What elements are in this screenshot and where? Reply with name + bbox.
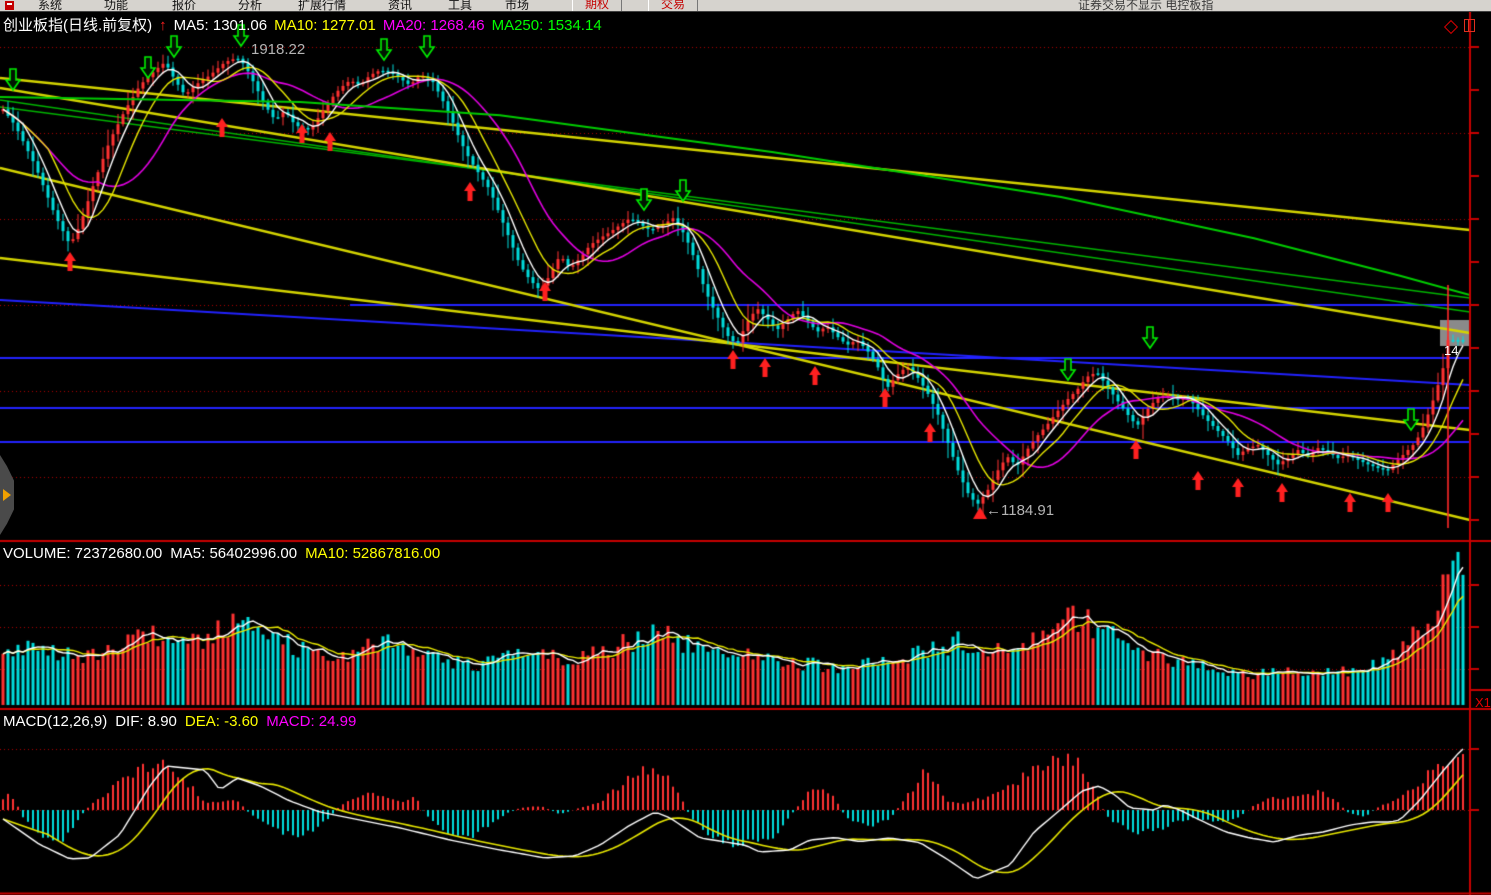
last-price-tag: 14: [1444, 343, 1459, 358]
ma10-label: MA10: 1277.01: [274, 17, 376, 34]
left-panel-expand-tab[interactable]: [0, 455, 14, 535]
menu-item-6[interactable]: 工具: [448, 0, 473, 12]
low-price-annotation: ←1184.91: [986, 502, 1055, 519]
macd-params-label: MACD(12,26,9): [3, 713, 108, 730]
dif-label: DIF: 8.90: [115, 713, 177, 730]
main-chart-title-row: 创业板指(日线.前复权) ↑ MA5: 1301.06 MA10: 1277.01 MA…: [3, 14, 609, 35]
menu-item-7[interactable]: 市场: [505, 0, 530, 12]
macd-title-row: MACD(12,26,9) DIF: 8.90 DEA: -3.60 MACD: 24…: [3, 713, 364, 730]
menu-right-note: 证券交易不显示 电控板指: [1078, 0, 1214, 12]
pane-x1-label[interactable]: X1: [1475, 695, 1491, 710]
symbol-title: 创业板指(日线.前复权): [3, 17, 153, 34]
volume-title-row: VOLUME: 72372680.00 MA5: 56402996.00 MA10:…: [3, 545, 448, 562]
menu-item-0[interactable]: 系统: [38, 0, 63, 12]
menu-bar: 证券交易不显示 电控板指 系统 功能 报价 分析 扩展行情 资讯 工具 市场 期权 交易: [0, 0, 1491, 12]
menu-item-5[interactable]: 资讯: [388, 0, 413, 12]
ma20-label: MA20: 1268.46: [382, 17, 485, 34]
high-price-annotation: 1918.22: [251, 41, 306, 58]
volume-ma5-label: MA5: 56402996.00: [170, 545, 298, 562]
chart-corner-controls: [1443, 19, 1475, 35]
trend-up-arrow-icon: ↑: [159, 17, 167, 34]
diamond-icon[interactable]: [1443, 19, 1459, 35]
ma250-label: MA250: 1534.14: [491, 17, 602, 34]
menu-item-1[interactable]: 功能: [104, 0, 129, 12]
app-icon: [5, 1, 14, 10]
split-window-icon[interactable]: [1464, 19, 1475, 32]
menu-button-1[interactable]: 交易: [648, 0, 699, 11]
dea-label: DEA: -3.60: [184, 713, 259, 730]
menu-item-3[interactable]: 分析: [238, 0, 263, 12]
menu-button-0[interactable]: 期权: [572, 0, 623, 11]
expand-arrow-icon: [3, 489, 11, 501]
ma5-label: MA5: 1301.06: [173, 17, 268, 34]
macd-value-label: MACD: 24.99: [266, 713, 357, 730]
volume-label: VOLUME: 72372680.00: [3, 545, 163, 562]
menu-item-4[interactable]: 扩展行情: [298, 0, 347, 12]
volume-ma10-label: MA10: 52867816.00: [305, 545, 441, 562]
menu-item-2[interactable]: 报价: [172, 0, 197, 12]
